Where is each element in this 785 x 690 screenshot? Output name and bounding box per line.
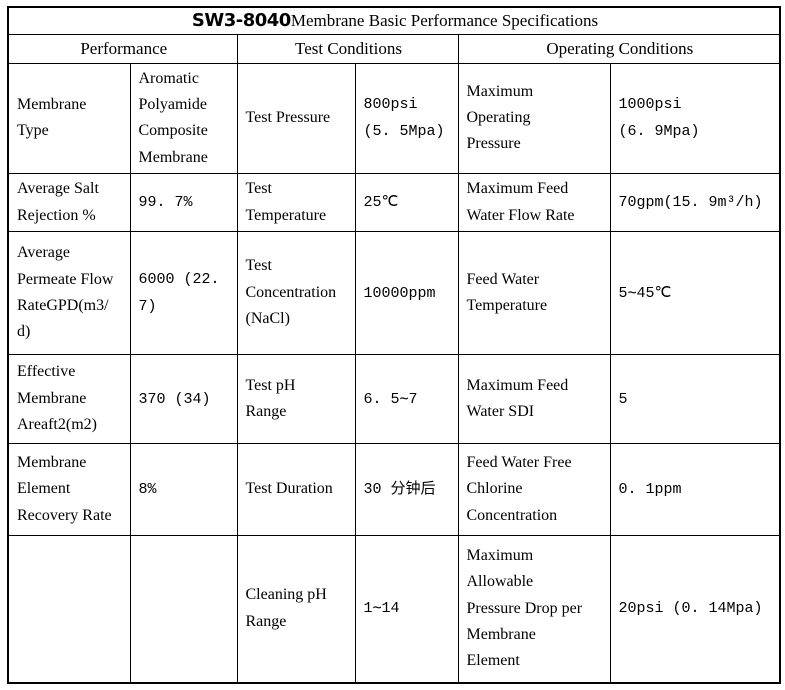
operating-condition-value: 5∼45℃	[609, 231, 781, 356]
performance-label: Average Permeate Flow RateGPD(m3/ d)	[7, 231, 131, 356]
column-header-test-conditions: Test Conditions	[236, 33, 459, 64]
header-row: Performance Test Conditions Operating Co…	[7, 33, 781, 64]
performance-label: Average Salt Rejection %	[7, 173, 131, 233]
operating-condition-value: 0. 1ppm	[609, 443, 781, 537]
table-title: SW3-8040Membrane Basic Performance Speci…	[7, 6, 781, 35]
performance-value: 99. 7%	[129, 173, 238, 233]
performance-value: Aromatic Polyamide Composite Membrane	[129, 62, 238, 175]
spec-row-salt-rejection: Average Salt Rejection % 99. 7% Test Tem…	[7, 173, 781, 233]
spec-row-permeate-flow: Average Permeate Flow RateGPD(m3/ d) 600…	[7, 231, 781, 356]
column-header-performance: Performance	[7, 33, 238, 64]
operating-condition-label: Maximum Operating Pressure	[457, 62, 611, 175]
test-condition-label: Test Pressure	[236, 62, 356, 175]
test-condition-label: Cleaning pH Range	[236, 535, 356, 684]
title-text: Membrane Basic Performance Specification…	[290, 11, 599, 31]
performance-value: 370 (34)	[129, 354, 238, 445]
test-condition-value: 30 分钟后	[354, 443, 459, 537]
performance-value-empty	[129, 535, 238, 684]
performance-value: 6000 (22. 7)	[129, 231, 238, 356]
performance-label: Effective Membrane Areaft2(m2)	[7, 354, 131, 445]
operating-condition-label: Maximum Feed Water Flow Rate	[457, 173, 611, 233]
performance-label-empty	[7, 535, 131, 684]
operating-condition-value: 20psi (0. 14Mpa)	[609, 535, 781, 684]
membrane-spec-table: SW3-8040Membrane Basic Performance Speci…	[7, 6, 782, 684]
model-number: SW3-8040	[191, 10, 291, 32]
column-header-operating-conditions: Operating Conditions	[457, 33, 781, 64]
test-condition-label: Test Concentration (NaCl)	[236, 231, 356, 356]
test-condition-value: 1∼14	[354, 535, 459, 684]
test-condition-label: Test Duration	[236, 443, 356, 537]
spec-row-membrane-area: Effective Membrane Areaft2(m2) 370 (34) …	[7, 354, 781, 445]
test-condition-value: 800psi (5. 5Mpa)	[354, 62, 459, 175]
performance-value: 8%	[129, 443, 238, 537]
spec-row-membrane-type: Membrane Type Aromatic Polyamide Composi…	[7, 62, 781, 175]
operating-condition-value: 5	[609, 354, 781, 445]
spec-row-cleaning-ph: Cleaning pH Range 1∼14 Maximum Allowable…	[7, 535, 781, 684]
operating-condition-label: Maximum Allowable Pressure Drop per Memb…	[457, 535, 611, 684]
title-row: SW3-8040Membrane Basic Performance Speci…	[7, 6, 781, 35]
performance-label: Membrane Element Recovery Rate	[7, 443, 131, 537]
operating-condition-value: 1000psi (6. 9Mpa)	[609, 62, 781, 175]
performance-label: Membrane Type	[7, 62, 131, 175]
operating-condition-label: Maximum Feed Water SDI	[457, 354, 611, 445]
test-condition-label: Test pH Range	[236, 354, 356, 445]
operating-condition-value: 70gpm(15. 9m³/h)	[609, 173, 781, 233]
spec-row-recovery-rate: Membrane Element Recovery Rate 8% Test D…	[7, 443, 781, 537]
test-condition-label: Test Temperature	[236, 173, 356, 233]
operating-condition-label: Feed Water Temperature	[457, 231, 611, 356]
test-condition-value: 25℃	[354, 173, 459, 233]
test-condition-value: 6. 5∼7	[354, 354, 459, 445]
test-condition-value: 10000ppm	[354, 231, 459, 356]
operating-condition-label: Feed Water Free Chlorine Concentration	[457, 443, 611, 537]
